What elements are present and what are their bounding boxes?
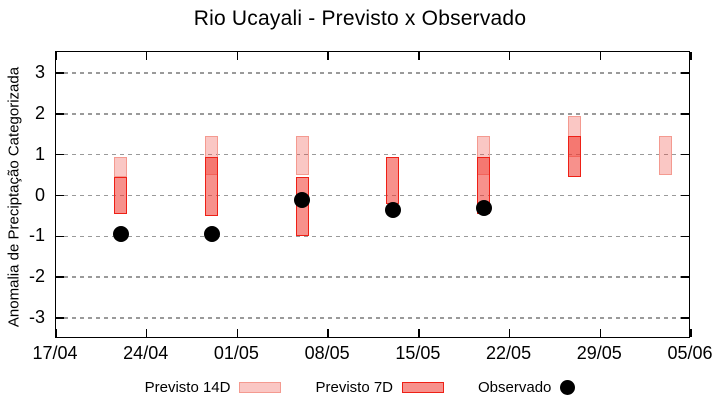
previsto-7d-bar — [205, 156, 218, 216]
legend-item-previsto-14d: Previsto 14D — [145, 379, 282, 396]
previsto-14d-bar — [114, 156, 128, 178]
x-tick-label: 22/05 — [486, 343, 532, 363]
gridline — [56, 72, 689, 74]
y-tick-label: 1 — [34, 143, 45, 164]
y-tick-left — [56, 235, 64, 238]
x-tick-top — [145, 52, 148, 60]
legend: Previsto 14D Previsto 7D Observado — [0, 377, 720, 397]
y-tick-left — [56, 153, 64, 156]
y-tick-left — [56, 72, 64, 74]
legend-label-previsto-7d: Previsto 7D — [315, 378, 394, 396]
gridline — [56, 235, 689, 238]
x-tick-bottom — [599, 329, 602, 337]
y-tick-label: -1 — [28, 225, 45, 246]
gridline — [56, 194, 689, 197]
x-tick-bottom — [418, 329, 420, 337]
y-tick-label: 2 — [34, 102, 45, 123]
x-tick-bottom — [55, 329, 57, 337]
observado-point — [475, 199, 492, 216]
legend-item-observado: Observado — [478, 378, 576, 396]
gridline — [56, 276, 689, 278]
x-tick-top — [55, 52, 57, 60]
x-tick-label: 29/05 — [576, 343, 622, 363]
x-tick-label: 17/04 — [32, 343, 78, 363]
x-tick-bottom — [508, 329, 511, 337]
previsto-14d-swatch-icon — [239, 381, 282, 393]
y-tick-left — [56, 113, 64, 115]
y-tick-left — [56, 276, 64, 278]
x-tick-top — [508, 52, 511, 60]
gridline — [56, 153, 689, 156]
observado-swatch-icon — [560, 379, 576, 395]
x-tick-label: 08/05 — [304, 343, 350, 363]
previsto-14d-bar — [658, 136, 672, 176]
x-tick-bottom — [690, 329, 692, 337]
previsto-7d-bar — [114, 177, 128, 214]
observado-point — [384, 201, 401, 218]
y-tick-right — [681, 153, 689, 156]
x-tick-bottom — [145, 329, 148, 337]
previsto-7d-bar — [386, 156, 400, 204]
x-tick-top — [690, 52, 692, 60]
y-tick-right — [681, 235, 689, 238]
y-tick-right — [681, 194, 689, 197]
x-tick-bottom — [236, 329, 239, 337]
y-tick-left — [56, 317, 64, 319]
y-tick-label: -2 — [28, 266, 45, 287]
x-tick-label: 01/05 — [213, 343, 259, 363]
gridline — [56, 317, 689, 319]
x-tick-label: 05/06 — [667, 343, 713, 363]
x-tick-top — [599, 52, 602, 60]
legend-item-previsto-7d: Previsto 7D — [315, 378, 445, 396]
x-tick-label: 24/04 — [123, 343, 169, 363]
x-tick-top — [236, 52, 239, 60]
y-tick-right — [681, 72, 689, 74]
y-tick-label: -3 — [28, 306, 45, 327]
x-tick-bottom — [327, 329, 329, 337]
previsto-14d-bar — [295, 136, 309, 176]
previsto-7d-bar — [567, 136, 581, 178]
y-tick-right — [681, 276, 689, 278]
observado-point — [203, 226, 220, 243]
y-tick-right — [681, 113, 689, 115]
x-tick-top — [327, 52, 329, 60]
previsto-7d-swatch-icon — [402, 381, 445, 393]
chart-title: Rio Ucayali - Previsto x Observado — [193, 7, 527, 30]
plot-area — [55, 51, 692, 338]
y-tick-left — [56, 194, 64, 197]
x-tick-label: 15/05 — [395, 343, 441, 363]
legend-label-observado: Observado — [478, 378, 552, 396]
legend-label-previsto-14d: Previsto 14D — [144, 378, 231, 396]
observado-point — [294, 191, 311, 208]
y-tick-right — [681, 317, 689, 319]
gridline — [56, 113, 689, 115]
x-tick-top — [418, 52, 420, 60]
observado-point — [112, 226, 129, 243]
y-tick-label: 3 — [34, 62, 45, 83]
y-tick-label: 0 — [34, 184, 45, 205]
